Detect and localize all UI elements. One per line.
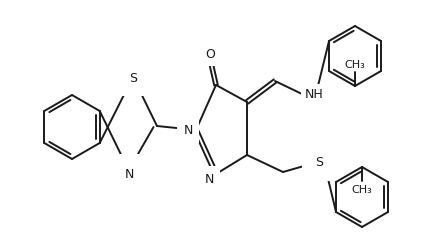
Text: N: N: [124, 167, 134, 180]
Text: NH: NH: [305, 88, 324, 101]
Text: CH₃: CH₃: [352, 184, 372, 194]
Text: N: N: [184, 124, 193, 137]
Text: CH₃: CH₃: [345, 60, 365, 70]
Text: O: O: [205, 48, 215, 61]
Text: N: N: [205, 172, 214, 185]
Text: S: S: [129, 71, 137, 84]
Text: S: S: [315, 156, 323, 169]
